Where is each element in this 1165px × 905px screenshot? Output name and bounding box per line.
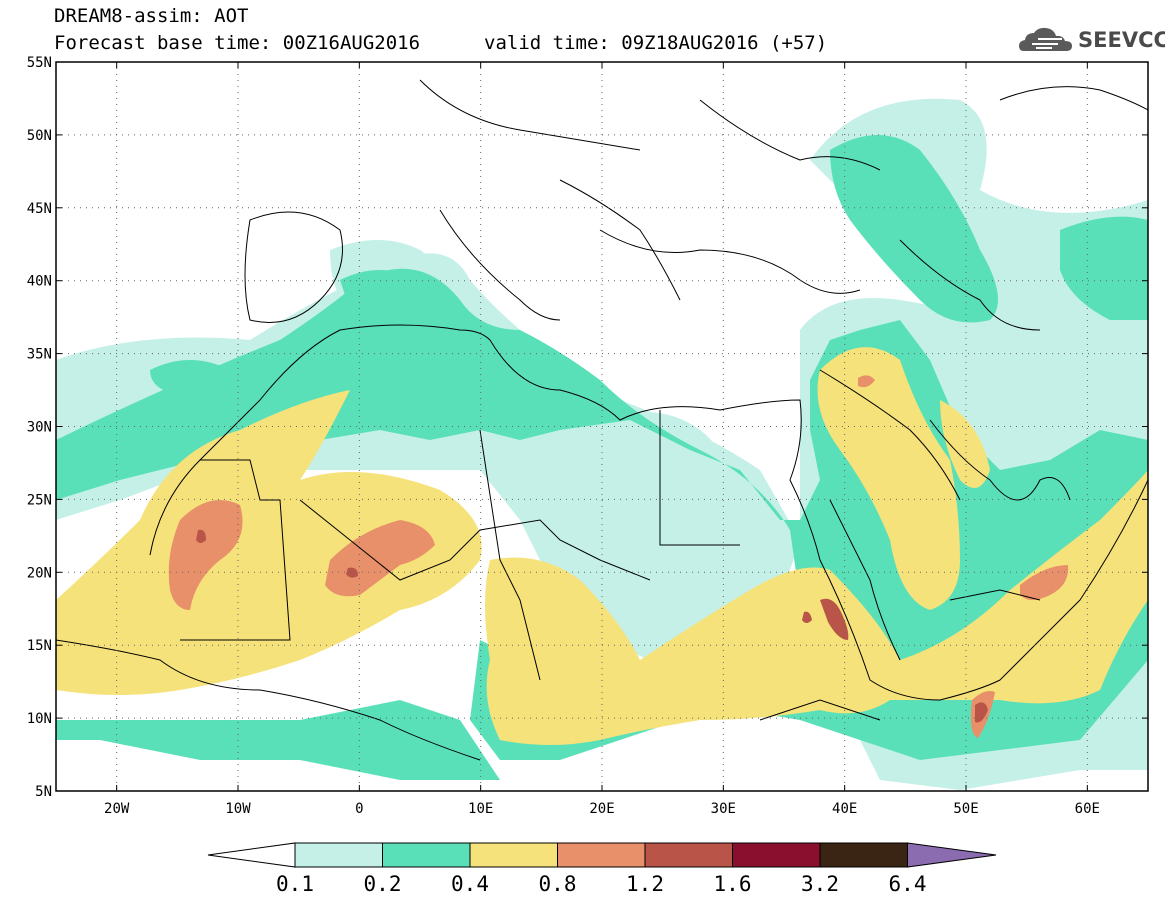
aot-fields <box>56 62 1148 791</box>
map-title: DREAM8-assim: AOT <box>54 5 249 27</box>
colorbar-segment <box>469 842 558 868</box>
colorbar-label: 0.8 <box>539 872 577 896</box>
lon-tick-label: 10E <box>468 801 493 817</box>
lon-tick-label: 10W <box>225 801 251 817</box>
lon-tick-label: 50E <box>953 801 978 817</box>
colorbar-segment <box>644 842 733 868</box>
colorbar-label: 0.2 <box>364 872 402 896</box>
colorbar-label: 0.1 <box>276 872 314 896</box>
colorbar-segment <box>732 842 821 868</box>
lat-tick-label: 45N <box>27 201 52 217</box>
colorbar-segment <box>382 842 471 868</box>
lon-tick-label: 20E <box>589 801 614 817</box>
lat-tick-label: 5N <box>35 784 52 800</box>
colorbar-label: 1.6 <box>714 872 752 896</box>
lon-tick-label: 0 <box>355 801 363 817</box>
lat-tick-label: 35N <box>27 347 52 363</box>
lat-tick-label: 40N <box>27 274 52 290</box>
graticule <box>56 62 1148 791</box>
cloud-icon <box>1019 27 1072 51</box>
lon-tick-label: 30E <box>711 801 736 817</box>
colorbar-label: 3.2 <box>801 872 839 896</box>
lon-tick-label: 20W <box>104 801 130 817</box>
logo-text: SEEVCCC <box>1078 28 1165 52</box>
lon-tick-label: 60E <box>1075 801 1100 817</box>
coastlines <box>56 79 1148 761</box>
aot-level-1.2 <box>196 529 988 723</box>
lat-tick-label: 55N <box>27 55 52 71</box>
lat-tick-label: 15N <box>27 638 52 654</box>
colorbar-label: 1.2 <box>626 872 664 896</box>
colorbar-segment <box>819 842 908 868</box>
lat-tick-label: 20N <box>27 565 52 581</box>
lon-tick-label: 40E <box>832 801 857 817</box>
colorbar-left-extension <box>207 842 296 868</box>
colorbar-label: 0.4 <box>451 872 489 896</box>
aot-level-0.4 <box>56 347 1148 745</box>
valid-time: valid time: 09Z18AUG2016 (+57) <box>484 32 828 54</box>
lat-tick-label: 10N <box>27 711 52 727</box>
lat-axis: 55N 50N 45N 40N 35N 30N 25N 20N 15N 10N 5N <box>27 55 1148 800</box>
lat-tick-label: 25N <box>27 492 52 508</box>
colorbar-label: 6.4 <box>889 872 927 896</box>
colorbar-segment <box>557 842 646 868</box>
seevccc-logo: SEEVCCC <box>1018 25 1165 55</box>
lat-tick-label: 50N <box>27 128 52 144</box>
forecast-base-time: Forecast base time: 00Z16AUG2016 <box>54 32 421 54</box>
colorbar-segment <box>294 842 383 868</box>
colorbar: 0.1 0.2 0.4 0.8 1.2 1.6 3.2 6.4 <box>207 842 997 896</box>
lat-tick-label: 30N <box>27 420 52 436</box>
colorbar-right-extension <box>907 842 997 868</box>
lon-axis: 20W 10W 0 10E 20E 30E 40E 50E 60E <box>104 62 1100 817</box>
